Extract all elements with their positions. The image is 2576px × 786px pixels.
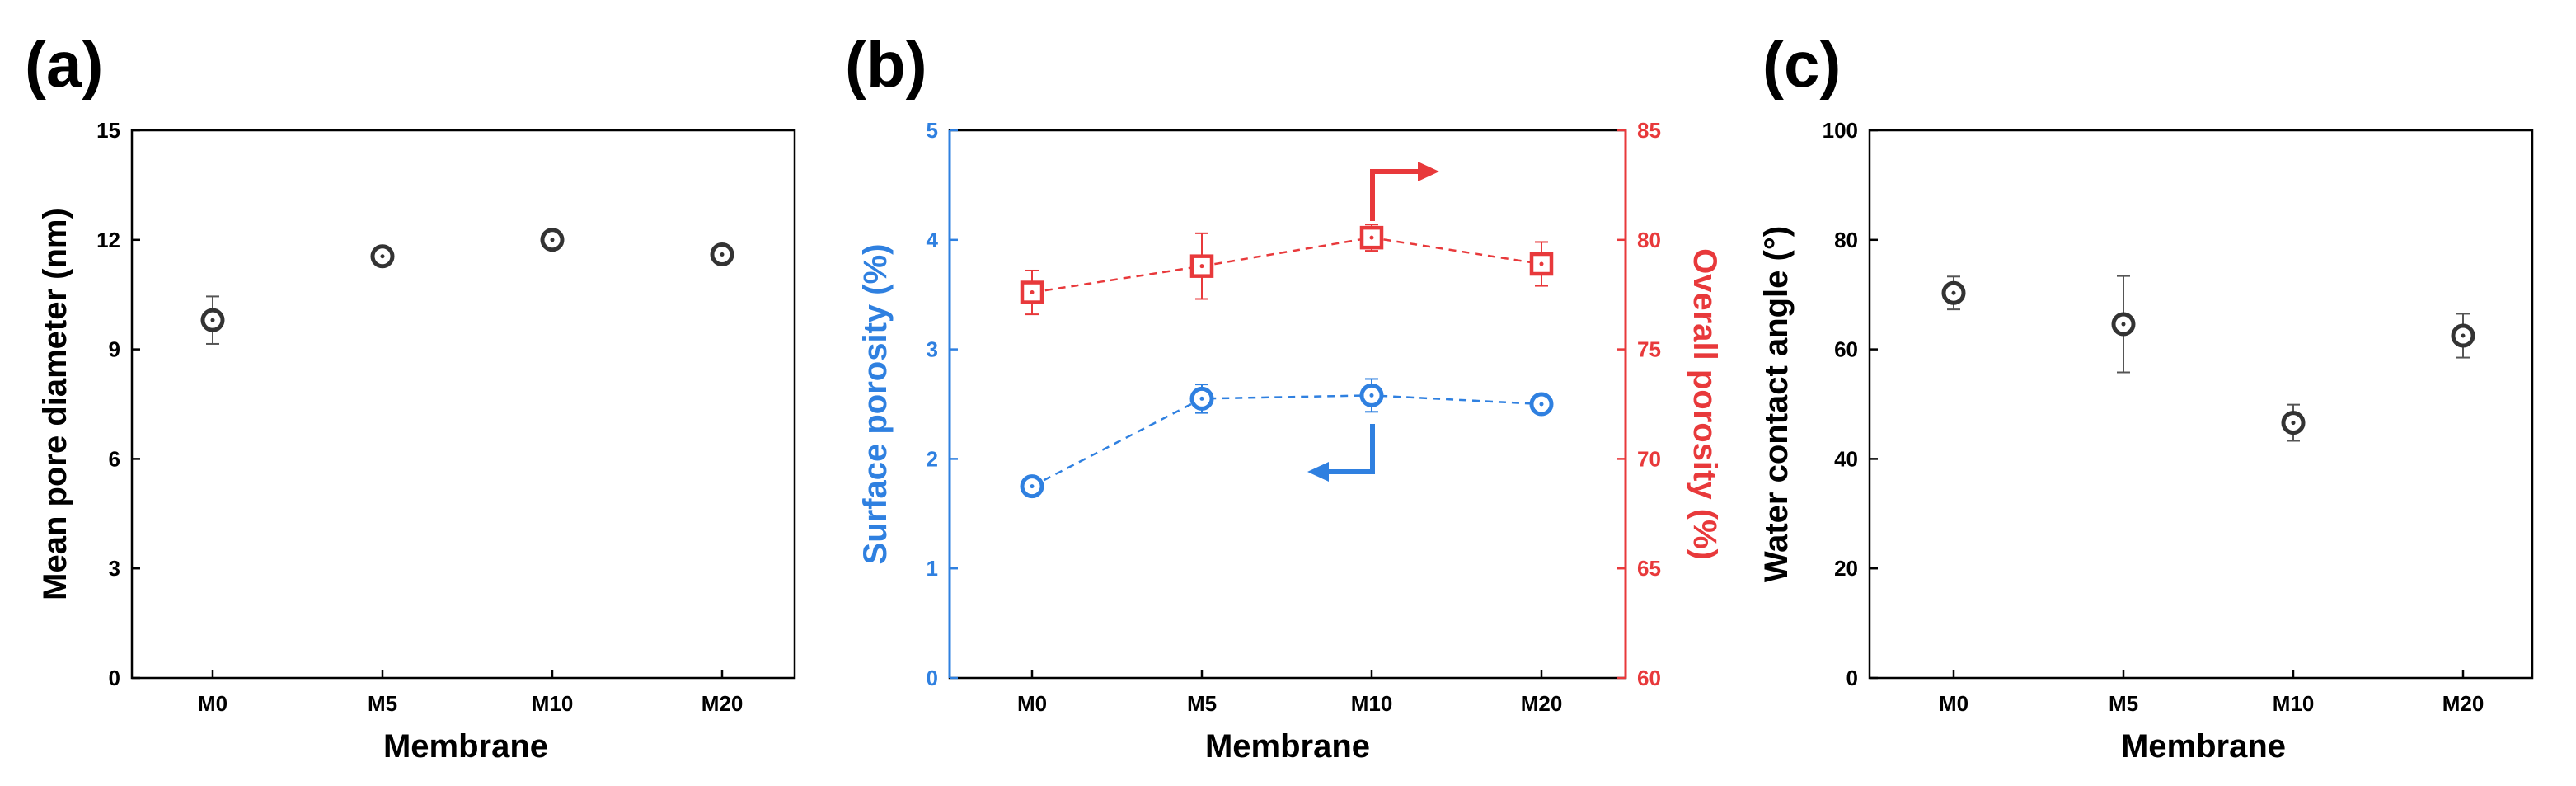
plot-frame-b: [948, 129, 1627, 680]
data-point-center: [720, 252, 725, 257]
y-tick-label: 9: [109, 337, 120, 362]
x-tick-label: M5: [2109, 691, 2138, 716]
data-point-center: [2121, 322, 2126, 327]
panel-label-a: (a): [25, 28, 103, 101]
y-tick-label: 12: [96, 228, 120, 252]
data-point-center: [1030, 484, 1035, 489]
y-tick-label: 100: [1823, 118, 1858, 143]
plot-frame-c: [1868, 129, 2534, 680]
x-tick-label: M10: [532, 691, 574, 716]
data-point-center: [2291, 421, 2296, 426]
data-point-center: [210, 318, 215, 322]
data-point-center: [1199, 396, 1204, 401]
y-right-tick-label: 60: [1637, 666, 1661, 690]
ticks-a: 0 3 6 9 12 15 M0 M5 M10 M20: [96, 118, 743, 716]
data-point-center: [550, 238, 555, 242]
x-axis-title-c: Membrane: [2121, 728, 2286, 765]
x-axis-title-a: Membrane: [383, 728, 548, 765]
x-tick-label: M20: [1521, 691, 1563, 716]
x-tick-label: M20: [2442, 691, 2485, 716]
data-point-center: [380, 254, 385, 259]
panel-a: (a) 0 3 6 9 12 15 M0 M5 M10 M20 Membrane Mean por…: [25, 28, 796, 765]
y-tick-label: 4: [927, 228, 939, 252]
marks-b: [1020, 224, 1554, 499]
marks-c: [1941, 275, 2475, 442]
x-tick-label: M0: [1939, 691, 1968, 716]
data-point-center: [2461, 333, 2466, 338]
ticks-c: 0 20 40 60 80 100 M0 M5 M10 M20: [1823, 118, 2485, 716]
y-right-tick-label: 75: [1637, 337, 1661, 362]
data-point-center: [1199, 264, 1204, 269]
y-tick-label: 80: [1834, 228, 1858, 252]
x-tick-label: M0: [198, 691, 228, 716]
data-point-square: [1529, 252, 1554, 276]
arrow-left-blue: [1307, 424, 1375, 482]
x-axis-title-b: Membrane: [1205, 728, 1370, 765]
y-tick-label: 15: [96, 118, 120, 143]
x-tick-label: M20: [701, 691, 744, 716]
y-axis-title-b: Surface porosity (%): [857, 244, 894, 565]
x-tick-label: M10: [1351, 691, 1393, 716]
plot-frame-a: [130, 129, 796, 680]
y-tick-label: 0: [1846, 666, 1858, 690]
y-axis-right-title-b: Overall porosity (%): [1687, 248, 1723, 560]
y-tick-label: 1: [927, 556, 938, 581]
panel-c: (c) 0 20 40 60 80 100 M0 M5 M10 M20 Membrane Wate…: [1758, 28, 2534, 765]
y-tick-label: 3: [927, 337, 938, 362]
y-tick-label: 0: [927, 666, 938, 690]
arrow-right-red: [1370, 162, 1439, 221]
data-point-center: [1539, 402, 1544, 407]
y-right-tick-label: 85: [1637, 118, 1661, 143]
marks-a: [200, 228, 734, 345]
y-right-tick-label: 65: [1637, 556, 1661, 581]
data-point-square: [1020, 280, 1044, 304]
data-point-center: [1030, 290, 1035, 295]
y-tick-label: 3: [109, 556, 120, 581]
data-point-center: [1951, 290, 1956, 295]
y-tick-label: 6: [109, 446, 120, 471]
panel-label-b: (b): [845, 28, 927, 101]
series-line: [1031, 394, 1542, 487]
data-point-center: [1369, 235, 1374, 240]
y-tick-label: 60: [1834, 337, 1858, 362]
y-tick-label: 0: [109, 666, 120, 690]
data-point-center: [1369, 393, 1374, 398]
y-tick-label: 2: [927, 446, 938, 471]
y-right-tick-label: 70: [1637, 446, 1661, 471]
x-tick-label: M5: [1187, 691, 1217, 716]
ticks-b: 0 1 2 3 4 5 60 65 70 75 80 85 M0 M5 M10 M20: [927, 118, 1661, 716]
x-tick-label: M10: [2273, 691, 2315, 716]
y-tick-label: 20: [1834, 556, 1858, 581]
y-axis-title-c: Water contact angle (°): [1758, 226, 1795, 582]
y-axis-title-a: Mean pore diameter (nm): [37, 208, 73, 600]
data-point-center: [1539, 261, 1544, 266]
data-point-square: [1189, 254, 1214, 278]
y-tick-label: 40: [1834, 446, 1858, 471]
x-tick-label: M0: [1017, 691, 1047, 716]
x-tick-label: M5: [368, 691, 397, 716]
y-tick-label: 5: [927, 118, 938, 143]
panel-label-c: (c): [1762, 28, 1841, 101]
series-line: [1031, 236, 1542, 294]
y-right-tick-label: 80: [1637, 228, 1661, 252]
panel-b: (b) 0 1 2 3 4 5 60 65 70 75 80 85 M0 M5 M10 M20 Membran…: [845, 28, 1723, 765]
